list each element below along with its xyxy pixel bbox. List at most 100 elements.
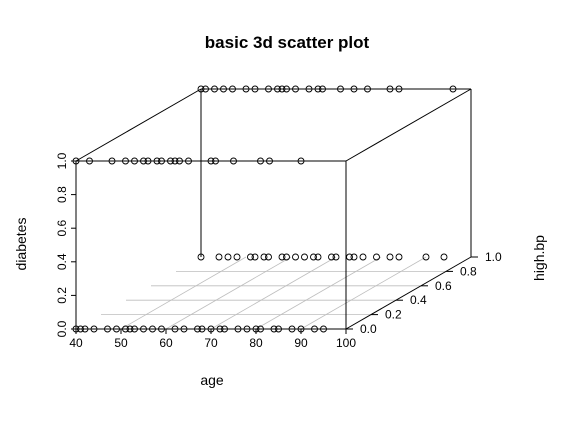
x-tick-label-6: 100 [336, 336, 356, 350]
data-point-57 [283, 253, 290, 261]
data-point-3 [90, 325, 98, 333]
z-tick-label-3: 0.6 [55, 220, 69, 237]
data-point-14 [194, 325, 201, 333]
data-point-42 [207, 157, 215, 165]
data-point-29 [72, 157, 80, 165]
data-point-81 [278, 85, 286, 93]
data-point-67 [373, 253, 380, 261]
y-tick-label-3: 0.6 [435, 279, 452, 293]
data-point-89 [364, 85, 371, 93]
grid-line-x-2 [165, 256, 292, 330]
data-points [72, 85, 457, 333]
data-point-12 [171, 325, 179, 333]
data-point-32 [122, 157, 129, 165]
data-point-18 [221, 325, 228, 333]
data-point-77 [242, 85, 250, 93]
y-tick-label-1: 0.2 [385, 308, 402, 322]
data-point-40 [176, 157, 183, 165]
data-point-68 [386, 253, 394, 261]
x-tick-label-1: 50 [114, 336, 128, 350]
data-point-54 [260, 253, 268, 261]
z-axis-label: diabetes [13, 218, 29, 271]
data-point-22 [257, 325, 264, 333]
data-point-31 [108, 157, 116, 165]
data-point-78 [251, 85, 259, 93]
z-tick-label-0: 0.0 [55, 320, 69, 337]
data-point-1 [77, 325, 84, 333]
data-point-73 [202, 85, 209, 93]
data-point-23 [270, 325, 278, 333]
data-point-50 [224, 253, 232, 261]
data-point-5 [113, 325, 120, 333]
z-tick-label-5: 1.0 [55, 152, 69, 169]
data-point-74 [211, 85, 218, 93]
data-point-88 [350, 85, 358, 93]
x-tick-label-3: 70 [204, 336, 218, 350]
data-point-92 [449, 85, 457, 93]
data-point-91 [395, 85, 403, 93]
data-point-85 [314, 85, 322, 93]
data-point-66 [359, 253, 367, 261]
data-point-86 [319, 85, 326, 93]
data-point-7 [126, 325, 134, 333]
data-point-11 [158, 325, 165, 333]
grid-line-x-5 [300, 256, 427, 330]
data-point-16 [207, 325, 215, 333]
data-point-47 [297, 157, 305, 165]
data-point-46 [266, 157, 273, 165]
data-point-80 [274, 85, 281, 93]
grid-line-x-4 [255, 256, 382, 330]
axis-ticks: 40 50 60 70 80 90 100 0.0 0.2 0.4 0.6 0.8 1.0 0.0 0.2 0… [55, 152, 502, 350]
data-point-33 [131, 157, 138, 165]
y-axis-label: high.bp [531, 235, 547, 281]
data-point-43 [212, 157, 219, 165]
data-point-35 [144, 157, 152, 165]
data-point-79 [265, 85, 272, 93]
data-point-10 [149, 325, 156, 333]
data-point-76 [229, 85, 236, 93]
data-point-20 [243, 325, 251, 333]
x-tick-label-2: 60 [159, 336, 173, 350]
box-edge-7 [75, 88, 202, 162]
data-point-82 [283, 85, 290, 93]
data-point-60 [310, 253, 317, 261]
z-tick-label-2: 0.4 [55, 253, 69, 270]
data-point-38 [167, 157, 174, 165]
chart-title: basic 3d scatter plot [205, 33, 370, 52]
data-point-58 [292, 253, 299, 261]
x-tick-label-0: 40 [69, 336, 83, 350]
data-point-55 [265, 253, 272, 261]
data-point-49 [215, 253, 223, 261]
data-point-4 [104, 325, 111, 333]
data-point-21 [252, 325, 260, 333]
data-point-27 [311, 325, 318, 333]
data-point-70 [422, 253, 430, 261]
data-point-0 [72, 325, 80, 333]
y-tick-label-0: 0.0 [360, 322, 377, 336]
data-point-15 [198, 325, 206, 333]
data-point-84 [305, 85, 313, 93]
data-point-62 [328, 253, 335, 261]
z-tick-label-1: 0.2 [55, 287, 69, 304]
data-point-59 [301, 253, 308, 261]
data-point-44 [230, 157, 237, 165]
floor-grid [101, 256, 446, 330]
data-point-65 [350, 253, 358, 261]
data-point-30 [86, 157, 93, 165]
x-axis-label: age [200, 372, 224, 388]
data-point-36 [153, 157, 161, 165]
box-edge-9 [345, 256, 472, 330]
x-tick-label-5: 90 [294, 336, 308, 350]
data-point-24 [275, 325, 282, 333]
data-point-37 [158, 157, 165, 165]
data-point-41 [185, 157, 192, 165]
data-point-71 [440, 253, 448, 261]
data-point-52 [247, 253, 254, 261]
box-edge-8 [345, 88, 472, 162]
y-tick-label-4: 0.8 [460, 264, 477, 278]
y-tick-label-5: 1.0 [485, 250, 502, 264]
data-point-87 [337, 85, 344, 93]
data-point-26 [297, 325, 305, 333]
data-point-2 [81, 325, 89, 333]
